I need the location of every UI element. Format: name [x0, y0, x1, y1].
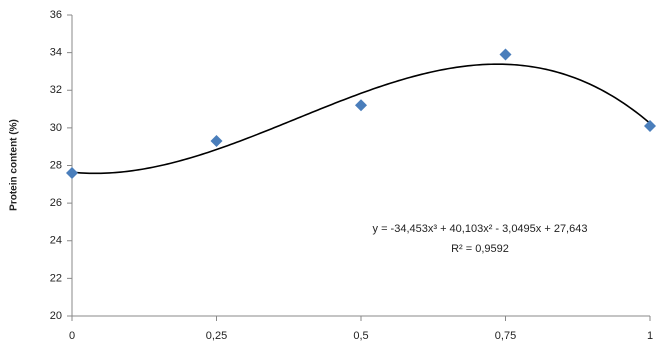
- y-tick-label: 26: [50, 197, 62, 209]
- y-tick-label: 28: [50, 159, 62, 171]
- trend-equation: y = -34,453x³ + 40,103x² - 3,0495x + 27,…: [373, 223, 588, 235]
- x-tick-label: 0,75: [495, 330, 516, 342]
- y-axis-label: Protein content (%): [9, 119, 20, 211]
- data-point: [355, 99, 367, 112]
- data-point: [210, 135, 223, 148]
- data-point: [499, 48, 512, 61]
- trend-r2: R² = 0,9592: [451, 243, 509, 255]
- y-tick-label: 24: [50, 235, 62, 247]
- y-tick-label: 36: [50, 9, 62, 21]
- x-tick-label: 0,25: [206, 330, 227, 342]
- y-tick-label: 32: [50, 84, 62, 96]
- data-point: [644, 119, 656, 132]
- trendline: [71, 63, 651, 175]
- y-tick-label: 22: [50, 272, 62, 284]
- y-tick-label: 30: [50, 122, 62, 134]
- y-tick-label: 20: [50, 310, 62, 322]
- data-point: [66, 167, 78, 180]
- x-tick-label: 0,5: [353, 330, 368, 342]
- y-tick-label: 34: [50, 47, 62, 59]
- x-tick-label: 0: [69, 330, 75, 342]
- x-tick-label: 1: [647, 330, 653, 342]
